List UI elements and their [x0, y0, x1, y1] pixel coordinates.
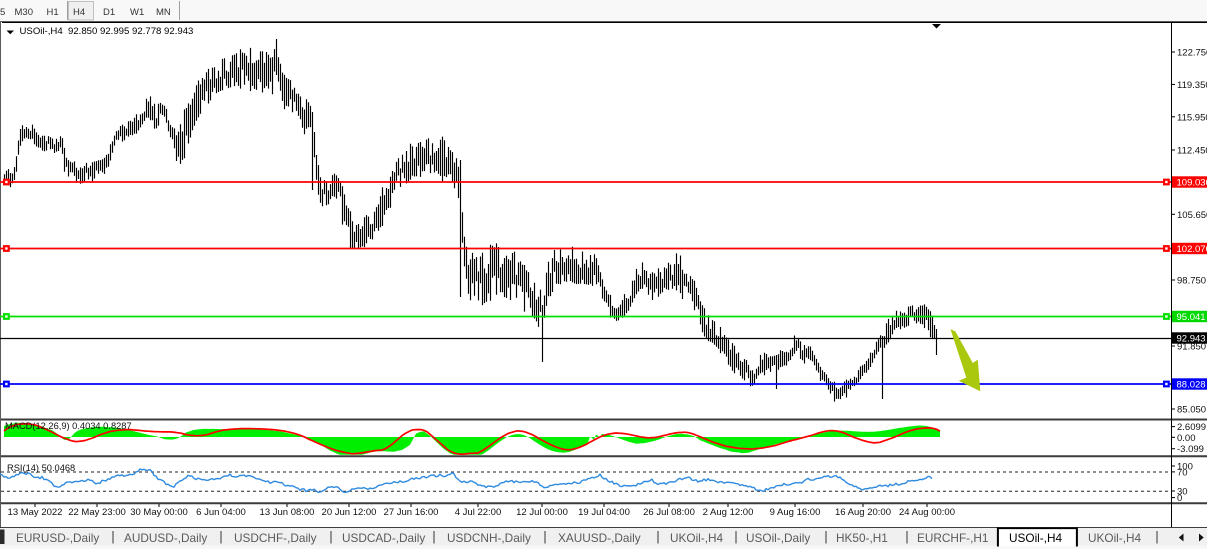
svg-text:USDCNH-,Daily: USDCNH-,Daily	[447, 531, 531, 545]
svg-text:HK50-,H1: HK50-,H1	[836, 531, 888, 545]
svg-text:2 Aug 12:00: 2 Aug 12:00	[703, 507, 754, 518]
svg-text:RSI(14) 50.0468: RSI(14) 50.0468	[7, 463, 75, 473]
svg-text:-3.099: -3.099	[1177, 444, 1204, 455]
svg-text:26 Jul 08:00: 26 Jul 08:00	[643, 507, 695, 518]
svg-text:95.041: 95.041	[1177, 312, 1206, 323]
svg-text:USDCAD-,Daily: USDCAD-,Daily	[342, 531, 425, 545]
svg-text:30: 30	[1177, 487, 1188, 498]
svg-text:5: 5	[0, 7, 5, 18]
svg-text:85.050: 85.050	[1177, 405, 1206, 416]
svg-text:119.350: 119.350	[1177, 80, 1207, 91]
svg-text:13 May 2022: 13 May 2022	[8, 507, 63, 518]
svg-text:16 Aug 20:00: 16 Aug 20:00	[835, 507, 891, 518]
svg-text:USOil-,Daily: USOil-,Daily	[746, 531, 810, 545]
svg-text:122.750: 122.750	[1177, 48, 1207, 59]
svg-text:24 Aug 00:00: 24 Aug 00:00	[899, 507, 955, 518]
svg-text:2.6099: 2.6099	[1177, 422, 1206, 433]
svg-text:105.650: 105.650	[1177, 210, 1207, 221]
svg-text:100: 100	[1177, 462, 1193, 473]
svg-text:19 Jul 04:00: 19 Jul 04:00	[578, 507, 630, 518]
svg-text:EURCHF-,H1: EURCHF-,H1	[917, 531, 988, 545]
svg-text:115.950: 115.950	[1177, 112, 1207, 123]
svg-text:27 Jun 16:00: 27 Jun 16:00	[384, 507, 439, 518]
svg-text:0: 0	[1177, 493, 1182, 504]
svg-text:MN: MN	[156, 7, 171, 18]
svg-text:USDCHF-,Daily: USDCHF-,Daily	[234, 531, 317, 545]
svg-text:70: 70	[1177, 467, 1188, 478]
svg-text:98.750: 98.750	[1177, 276, 1206, 287]
svg-text:92.943: 92.943	[1177, 334, 1206, 345]
svg-text:88.028: 88.028	[1177, 380, 1206, 391]
svg-text:XAUUSD-,Daily: XAUUSD-,Daily	[558, 531, 641, 545]
svg-text:H4: H4	[73, 7, 85, 18]
svg-text:USOil-,H4: USOil-,H4	[20, 26, 64, 37]
svg-text:102.076: 102.076	[1177, 244, 1207, 255]
svg-text:USOil-,H4: USOil-,H4	[1009, 531, 1063, 545]
svg-text:EURUSD-,Daily: EURUSD-,Daily	[16, 531, 99, 545]
svg-text:UKOil-,H4: UKOil-,H4	[670, 531, 724, 545]
svg-text:M30: M30	[15, 7, 33, 18]
svg-text:UKOil-,H4: UKOil-,H4	[1088, 531, 1142, 545]
svg-text:91.850: 91.850	[1177, 342, 1206, 353]
svg-text:12 Jul 00:00: 12 Jul 00:00	[516, 507, 568, 518]
svg-text:H1: H1	[47, 7, 59, 18]
svg-text:92.850 92.995 92.778 92.943: 92.850 92.995 92.778 92.943	[68, 26, 193, 37]
svg-text:D1: D1	[103, 7, 115, 18]
svg-text:30 May 00:00: 30 May 00:00	[130, 507, 188, 518]
svg-text:112.450: 112.450	[1177, 146, 1207, 157]
svg-text:6 Jun 04:00: 6 Jun 04:00	[196, 507, 246, 518]
svg-text:109.036: 109.036	[1177, 178, 1207, 189]
svg-text:4 Jul 22:00: 4 Jul 22:00	[455, 507, 501, 518]
svg-text:9 Aug 16:00: 9 Aug 16:00	[770, 507, 821, 518]
svg-text:W1: W1	[130, 7, 144, 18]
svg-text:20 Jun 12:00: 20 Jun 12:00	[322, 507, 377, 518]
svg-text:22 May 23:00: 22 May 23:00	[68, 507, 126, 518]
svg-text:MACD(12,26,9) 0.4034 0.8287: MACD(12,26,9) 0.4034 0.8287	[5, 421, 132, 431]
svg-text:13 Jun 08:00: 13 Jun 08:00	[260, 507, 315, 518]
svg-text:AUDUSD-,Daily: AUDUSD-,Daily	[124, 531, 207, 545]
svg-text:0.00: 0.00	[1177, 433, 1196, 444]
